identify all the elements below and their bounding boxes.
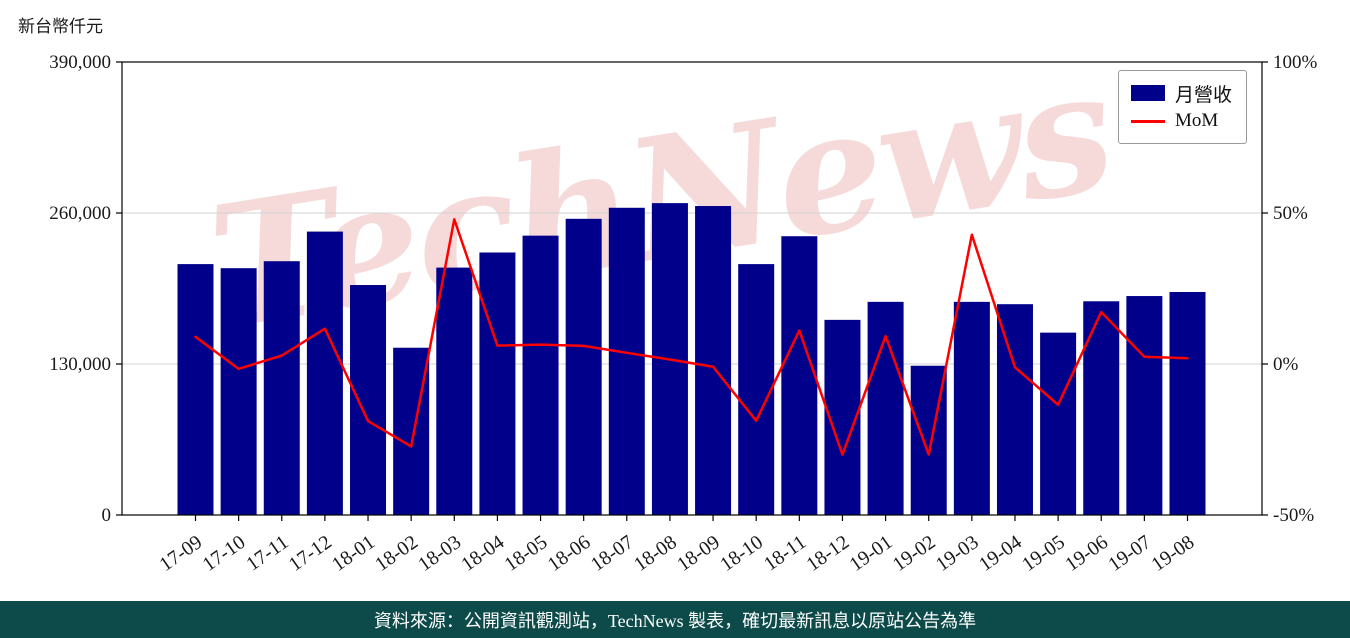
x-tick-label: 17-12 [285,531,336,576]
bar-17-09 [177,264,214,515]
y-axis-unit-label: 新台幣仟元 [18,17,103,37]
x-tick-label: 17-11 [242,531,292,575]
bar-17-10 [220,268,257,515]
bar-19-05 [1040,332,1077,515]
x-tick-label: 17-10 [199,531,250,576]
legend-item-mom: MoM [1130,107,1232,135]
x-tick-label: 18-10 [716,531,767,576]
x-tick-label: 18-09 [673,531,724,576]
x-tick-label: 19-04 [975,531,1026,576]
bar-19-07 [1126,296,1163,515]
x-tick-label: 19-07 [1104,531,1155,576]
x-tick-label: 18-03 [414,531,465,576]
bar-18-06 [565,218,602,516]
x-tick-label: 18-11 [760,531,810,575]
right-tick-label: 0% [1273,354,1299,375]
x-tick-label: 19-08 [1148,531,1199,576]
left-tick-label: 390,000 [49,52,111,73]
bar-19-01 [867,301,904,515]
right-tick-label: -50% [1273,505,1314,526]
bar-18-07 [608,207,645,515]
x-tick-label: 18-04 [457,531,508,576]
left-tick-label: 130,000 [49,354,111,375]
bar-18-03 [436,267,473,515]
source-footer: 資料來源：公開資訊觀測站，TechNews 製表，確切最新訊息以原站公告為準 [0,601,1350,638]
x-tick-label: 19-01 [846,531,897,576]
x-tick-label: 18-07 [587,531,638,576]
x-tick-label: 18-01 [328,531,379,576]
left-tick-label: 0 [102,505,112,526]
legend-label-revenue: 月營收 [1174,84,1232,106]
x-tick-label: 18-12 [802,531,853,576]
x-tick-label: 19-02 [889,531,940,576]
bar-17-12 [306,231,343,516]
x-tick-label: 19-03 [932,531,983,576]
legend: 月營收 MoM [1117,70,1247,144]
bar-18-02 [393,347,430,515]
right-tick-label: 100% [1273,52,1318,73]
left-tick-label: 260,000 [49,203,111,224]
legend-label-mom: MoM [1174,110,1219,131]
x-tick-label: 18-02 [371,531,422,576]
bar-18-10 [738,264,775,515]
x-tick-label: 19-06 [1061,531,1112,576]
right-tick-label: 50% [1273,203,1308,224]
bar-18-05 [522,235,559,515]
x-tick-label: 18-06 [544,531,595,576]
bar-19-08 [1169,291,1206,515]
mom-line-swatch [1130,119,1165,123]
bar-19-04 [996,304,1033,515]
x-tick-label: 18-08 [630,531,681,576]
x-tick-label: 19-05 [1018,531,1069,576]
bar-18-09 [695,206,732,515]
bar-18-04 [479,252,516,515]
bar-18-11 [781,236,818,515]
bar-18-01 [350,285,387,515]
bar-19-03 [953,301,990,515]
chart-plot: 390,000 260,000 130,000 0 100% 50% 0% -50% 17-09… [49,52,1318,576]
legend-item-revenue: 月營收 [1130,79,1232,107]
bar-17-11 [263,261,300,515]
bar-19-06 [1083,301,1120,515]
x-tick-label: 18-05 [501,531,552,576]
x-tick-label: 17-09 [156,531,207,576]
plot-frame [121,61,1263,516]
revenue-bar-swatch [1130,85,1165,101]
mom-line [194,218,1189,456]
